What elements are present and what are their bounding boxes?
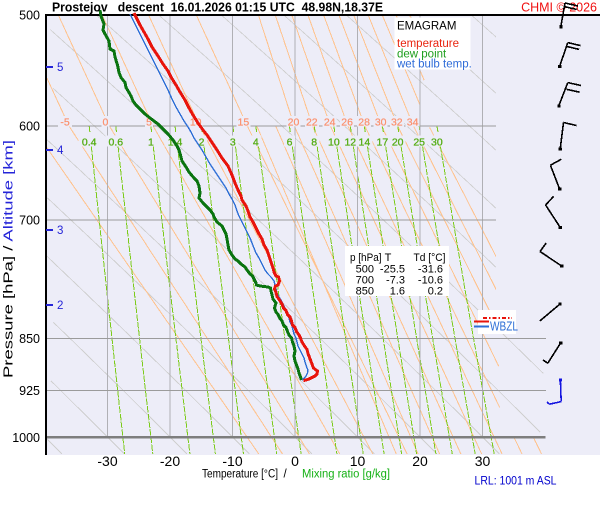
svg-text:/: /	[284, 469, 288, 481]
svg-text:0.6: 0.6	[108, 137, 123, 149]
svg-text:1000: 1000	[12, 431, 40, 445]
svg-text:-10: -10	[222, 453, 242, 469]
svg-text:2: 2	[199, 137, 205, 149]
svg-text:25: 25	[413, 137, 425, 149]
svg-text:22: 22	[306, 117, 318, 129]
svg-text:1: 1	[148, 137, 154, 149]
svg-text:Td [°C]: Td [°C]	[414, 252, 446, 264]
svg-text:Prostejov descent 16.01.202: Prostejov descent 16.01.2026 01:15 UTC 4…	[52, 0, 383, 15]
svg-text:8: 8	[311, 137, 317, 149]
svg-text:-5: -5	[60, 117, 69, 129]
svg-text:32: 32	[391, 117, 403, 129]
svg-text:2: 2	[57, 300, 63, 312]
svg-text:30: 30	[475, 453, 491, 469]
svg-text:EMAGRAM: EMAGRAM	[397, 21, 456, 33]
svg-text:600: 600	[19, 120, 40, 134]
svg-text:700: 700	[356, 275, 374, 287]
svg-text:WBZL: WBZL	[490, 320, 518, 334]
svg-text:28: 28	[358, 117, 370, 129]
svg-text:1.6: 1.6	[390, 286, 405, 298]
svg-text:500: 500	[19, 9, 40, 23]
svg-text:26: 26	[341, 117, 353, 129]
svg-text:3: 3	[57, 225, 63, 237]
svg-text:500: 500	[356, 264, 374, 276]
svg-text:wet bulb temp.: wet bulb temp.	[396, 59, 472, 71]
svg-text:850: 850	[356, 286, 374, 298]
svg-text:10: 10	[350, 453, 366, 469]
svg-text:24: 24	[324, 117, 336, 129]
svg-text:12: 12	[344, 137, 356, 149]
svg-text:850: 850	[19, 332, 40, 346]
svg-text:Pressure [hPa] / Altitude [k: Pressure [hPa] / Altitude [km]	[2, 140, 16, 378]
svg-text:15: 15	[238, 117, 250, 129]
svg-text:4: 4	[57, 145, 64, 157]
svg-text:6: 6	[287, 137, 293, 149]
svg-text:temperature: temperature	[397, 38, 459, 50]
svg-text:-10.6: -10.6	[418, 275, 443, 287]
svg-text:-25.5: -25.5	[380, 264, 405, 276]
svg-text:20: 20	[412, 453, 428, 469]
svg-text:4: 4	[253, 137, 259, 149]
svg-text:17: 17	[377, 137, 389, 149]
svg-text:-31.6: -31.6	[418, 264, 443, 276]
svg-text:0: 0	[102, 117, 108, 129]
svg-text:-7.3: -7.3	[386, 275, 405, 287]
svg-text:5: 5	[146, 117, 152, 129]
svg-text:dew point: dew point	[397, 49, 447, 61]
svg-text:-20: -20	[160, 453, 180, 469]
svg-text:30: 30	[431, 137, 443, 149]
svg-text:700: 700	[19, 214, 40, 228]
svg-text:0: 0	[291, 453, 299, 469]
svg-text:p [hPa]: p [hPa]	[350, 252, 382, 264]
svg-text:CHMI © 2026: CHMI © 2026	[521, 1, 597, 15]
svg-text:0.4: 0.4	[82, 137, 97, 149]
svg-text:10: 10	[328, 137, 340, 149]
svg-text:14: 14	[359, 137, 371, 149]
svg-text:T: T	[385, 252, 392, 264]
svg-text:0.2: 0.2	[428, 286, 443, 298]
svg-text:20: 20	[288, 117, 300, 129]
svg-text:34: 34	[407, 117, 419, 129]
svg-text:LRL: 1001 m ASL: LRL: 1001 m ASL	[475, 474, 557, 488]
svg-text:5: 5	[57, 62, 63, 74]
svg-text:3: 3	[230, 137, 236, 149]
svg-text:Temperature [°C]: Temperature [°C]	[202, 469, 278, 481]
svg-text:30: 30	[375, 117, 387, 129]
svg-text:20: 20	[392, 137, 404, 149]
svg-text:-30: -30	[97, 453, 117, 469]
svg-text:925: 925	[19, 384, 40, 398]
svg-text:Mixing ratio [g/kg]: Mixing ratio [g/kg]	[302, 469, 390, 481]
